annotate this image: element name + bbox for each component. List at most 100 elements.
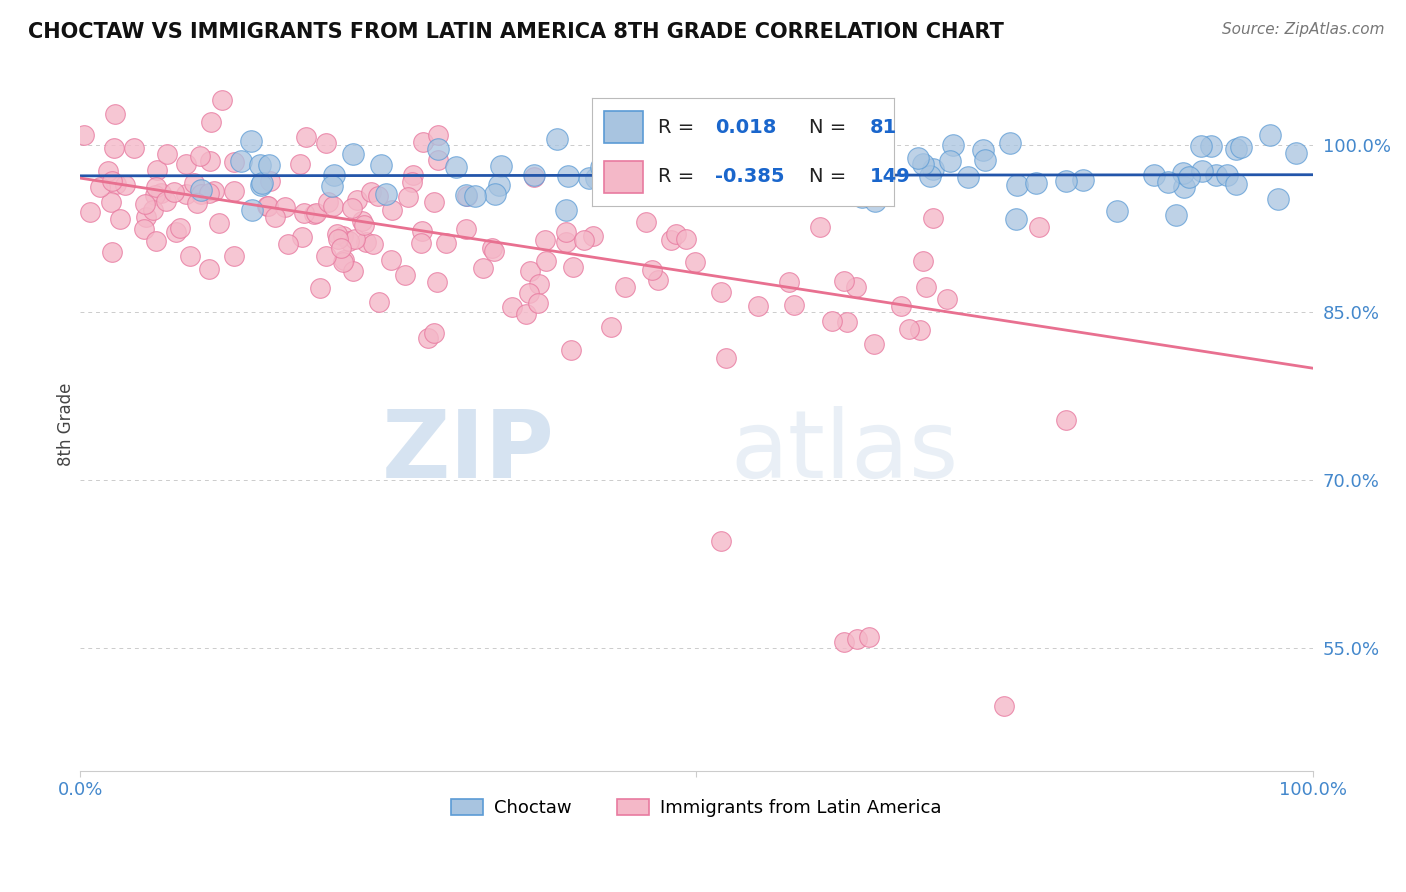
Point xyxy=(426,153,449,167)
Point xyxy=(517,285,540,300)
Point xyxy=(179,249,201,263)
Point xyxy=(845,632,868,646)
Point xyxy=(454,221,477,235)
Point xyxy=(89,180,111,194)
Point xyxy=(295,130,318,145)
Point xyxy=(402,168,425,182)
Point xyxy=(353,218,375,232)
Point xyxy=(411,224,433,238)
Point xyxy=(526,296,548,310)
Point xyxy=(908,322,931,336)
Point xyxy=(481,241,503,255)
Point xyxy=(1107,203,1129,218)
Point xyxy=(821,314,844,328)
Point xyxy=(104,177,127,191)
Point xyxy=(190,182,212,196)
Point xyxy=(897,322,920,336)
Point xyxy=(146,163,169,178)
Point xyxy=(1054,413,1077,427)
Point xyxy=(1157,175,1180,189)
Point xyxy=(416,331,439,345)
Point xyxy=(292,205,315,219)
Point xyxy=(515,307,537,321)
Point xyxy=(921,211,943,225)
Point xyxy=(1164,208,1187,222)
Point xyxy=(742,166,765,180)
Point xyxy=(321,179,343,194)
Point xyxy=(589,160,612,174)
Point xyxy=(972,143,994,157)
Point xyxy=(134,196,156,211)
Point xyxy=(557,169,579,183)
Point xyxy=(114,178,136,192)
Point xyxy=(135,210,157,224)
Point xyxy=(682,161,704,175)
Point xyxy=(141,202,163,217)
Point xyxy=(529,277,551,292)
Point xyxy=(381,203,404,218)
Point xyxy=(1173,180,1195,194)
Point xyxy=(256,199,278,213)
Point xyxy=(956,170,979,185)
Point xyxy=(1205,168,1227,182)
Point xyxy=(846,153,869,168)
Point xyxy=(858,630,880,644)
Point xyxy=(337,235,360,249)
Point xyxy=(188,149,211,163)
Point xyxy=(183,176,205,190)
Point xyxy=(1005,212,1028,227)
Point xyxy=(363,236,385,251)
Point xyxy=(922,162,945,177)
Point xyxy=(710,534,733,549)
Point xyxy=(198,262,221,277)
Point xyxy=(101,174,124,188)
Point xyxy=(1225,178,1247,192)
Point xyxy=(863,194,886,209)
Point xyxy=(914,280,936,294)
Point xyxy=(202,184,225,198)
Point xyxy=(598,167,620,181)
Point xyxy=(176,187,198,202)
Point xyxy=(578,170,600,185)
Point xyxy=(224,249,246,263)
Point xyxy=(780,166,803,180)
Point xyxy=(911,157,934,171)
Point xyxy=(935,292,957,306)
Text: atlas: atlas xyxy=(730,406,959,498)
Point xyxy=(73,128,96,143)
Point xyxy=(174,157,197,171)
Text: CHOCTAW VS IMMIGRANTS FROM LATIN AMERICA 8TH GRADE CORRELATION CHART: CHOCTAW VS IMMIGRANTS FROM LATIN AMERICA… xyxy=(28,22,1004,42)
Point xyxy=(304,206,326,220)
Y-axis label: 8th Grade: 8th Grade xyxy=(58,383,75,466)
Point xyxy=(242,203,264,218)
Point xyxy=(939,153,962,168)
Point xyxy=(907,151,929,165)
Point xyxy=(426,275,449,289)
Point xyxy=(97,164,120,178)
Point xyxy=(444,160,467,174)
Point xyxy=(352,214,374,228)
Point xyxy=(523,168,546,182)
Point xyxy=(169,220,191,235)
Point xyxy=(149,186,172,200)
Point xyxy=(409,236,432,251)
Point xyxy=(613,280,636,294)
Point xyxy=(456,188,478,202)
Point xyxy=(249,158,271,172)
Point xyxy=(488,178,510,192)
Point xyxy=(367,188,389,202)
Point xyxy=(546,132,568,146)
Point xyxy=(340,201,363,215)
Point xyxy=(332,254,354,268)
Point xyxy=(211,93,233,107)
Point xyxy=(647,272,669,286)
Point xyxy=(920,169,942,184)
Point xyxy=(79,204,101,219)
Point xyxy=(911,254,934,268)
Point xyxy=(315,249,337,263)
Point xyxy=(574,233,596,247)
Point xyxy=(720,164,742,178)
Point xyxy=(134,222,156,236)
Point xyxy=(343,232,366,246)
Point xyxy=(100,245,122,260)
